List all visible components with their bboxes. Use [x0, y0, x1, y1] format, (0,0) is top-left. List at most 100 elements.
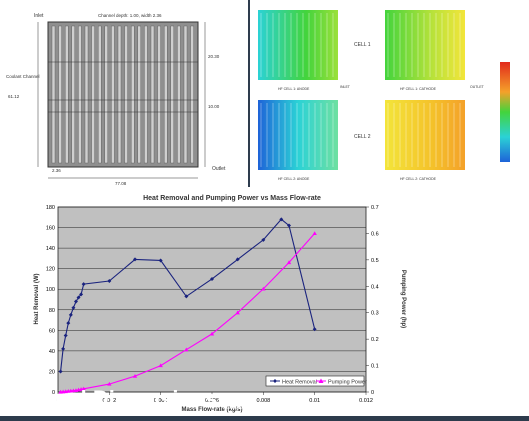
y-right-tick-label: 0.7: [371, 205, 379, 211]
coolant-channel-label: Coolant Channel: [6, 74, 40, 79]
legend: Heat Removal Pumping Power: [265, 375, 367, 387]
heat-removal-point: [71, 305, 76, 310]
coolant-channel-slot: [117, 25, 122, 164]
caption-cell2-anode: HF CELL 2: ANODE: [278, 177, 310, 181]
coolant-channel-slot: [64, 25, 69, 164]
y-left-tick-label: 60: [49, 328, 55, 334]
heat-removal-point: [158, 258, 163, 263]
coolant-channel-slot: [84, 25, 89, 164]
coolant-channel-slot: [150, 25, 155, 164]
y-right-tick-label: 0.1: [371, 364, 379, 370]
legend-triangle-icon: [318, 378, 324, 383]
x-axis-label: Mass Flow-rate (kg/s): [181, 407, 242, 413]
heat-removal-point: [107, 279, 112, 283]
pumping-power-point: [184, 347, 189, 352]
heat-removal-point: [133, 257, 137, 262]
coolant-channel-slot: [183, 25, 188, 164]
coolant-channel-slot: [97, 25, 102, 164]
bottom-title: Channel Dimensions ____________ PEM Fuel…: [0, 386, 523, 411]
contour-cell1-cathode: [385, 10, 465, 80]
inlet-label: Inlet: [34, 13, 44, 19]
contour-cell1-anode: [258, 10, 338, 80]
caption-cell1-cathode: HF CELL 1: CATHODE: [400, 87, 437, 91]
legend-heat-removal: Heat Removal: [282, 380, 317, 386]
heat-removal-point: [61, 346, 66, 351]
y-right-tick-label: 0.6: [371, 231, 379, 237]
cell1-label: CELL 1: [354, 42, 371, 48]
pumping-power-point: [132, 373, 138, 378]
y-right-tick-label: 0.5: [371, 258, 379, 264]
heat-removal-point: [287, 223, 291, 228]
outlet-short-label: OUTLET: [470, 85, 485, 89]
x-tick-label: 0.01: [309, 398, 320, 404]
coolant-channel-slot: [78, 25, 82, 164]
color-scale-bar: [500, 62, 510, 162]
channel-depth-label: Channel depth: 1.00, width 2.36: [98, 13, 162, 18]
chart-panel: Heat Removal and Pumping Power vs Mass F…: [0, 187, 529, 416]
heat-removal-point: [76, 295, 81, 300]
coolant-channel-slot: [177, 25, 181, 164]
coolant-channel-slot: [137, 25, 142, 164]
y-axis-right-label: Pumping Power (hp): [400, 270, 406, 328]
y-left-tick-label: 0: [52, 390, 55, 396]
x-tick-label: 0.012: [359, 398, 373, 404]
y-right-tick-label: 0: [371, 390, 374, 396]
coolant-channel-slot: [111, 25, 115, 164]
dim-upper: 20.30: [208, 54, 220, 59]
coolant-channel-slot: [58, 25, 62, 164]
x-tick-label: 0: [56, 398, 59, 404]
coolant-channel-slot: [91, 25, 95, 164]
heat-removal-point: [66, 321, 71, 326]
pumping-power-point: [107, 381, 112, 386]
dim-width-small: 2.36: [52, 168, 61, 173]
dim-mid: 10.00: [208, 104, 220, 109]
coolant-channel-slot: [163, 25, 168, 164]
cell2-label: CELL 2: [354, 134, 371, 140]
heat-removal-point: [63, 333, 68, 338]
y-left-tick-label: 80: [49, 308, 55, 314]
y-right-tick-label: 0.4: [371, 284, 379, 290]
y-left-tick-label: 100: [46, 287, 55, 293]
contour-cell2-cathode: [385, 100, 465, 170]
coolant-channel-slot: [170, 25, 175, 164]
coolant-channel-slot: [190, 25, 194, 164]
dim-height: 61.12: [8, 94, 20, 99]
heat-removal-point: [210, 276, 214, 281]
heat-removal-point: [279, 217, 284, 222]
temperature-contour-panel: CELL 1 CELL 2 HF CELL 1: ANODE HF CELL 1…: [250, 0, 529, 187]
coolant-channel-slot: [71, 25, 76, 164]
y-right-tick-label: 0.3: [371, 311, 379, 317]
pumping-power-point: [209, 331, 215, 336]
y-left-tick-label: 20: [49, 369, 55, 375]
dim-width: 77.08: [115, 181, 127, 186]
coolant-channel-slot: [51, 25, 56, 164]
pumping-power-point: [261, 286, 266, 291]
pumping-power-point: [158, 363, 163, 368]
y-axis-left-label: Heat Removal (W): [34, 273, 40, 324]
legend-diamond-icon: [273, 379, 277, 383]
y-left-tick-label: 40: [49, 349, 55, 355]
legend-pumping-power: Pumping Power: [328, 380, 367, 386]
coolant-channel-slot: [124, 25, 128, 164]
inlet-short-label: INLET: [340, 85, 351, 89]
coolant-channel-slot: [104, 25, 109, 164]
channel-dimensions-diagram: Inlet Channel depth: 1.00, width 2.36 Co…: [0, 0, 248, 187]
y-left-tick-label: 160: [46, 226, 55, 232]
x-tick-label: 0.006: [205, 398, 219, 404]
heat-removal-point: [184, 294, 189, 299]
caption-cell2-cathode: HF CELL 2: CATHODE: [400, 177, 437, 181]
y-left-tick-label: 120: [46, 267, 55, 273]
heat-removal-point: [73, 299, 78, 304]
contour-cell2-anode: [258, 100, 338, 170]
pumping-power-point: [81, 386, 86, 391]
heat-removal-point: [312, 327, 317, 332]
coolant-channel-slot: [144, 25, 148, 164]
caption-cell1-anode: HF CELL 1: ANODE: [278, 87, 310, 91]
x-tick-label: 0.002: [102, 398, 116, 404]
heat-removal-point: [81, 282, 86, 287]
x-tick-label: 0.004: [154, 398, 168, 404]
heat-removal-point: [261, 237, 266, 242]
heat-removal-chart: Heat Removal and Pumping Power vs Mass F…: [0, 187, 529, 416]
coolant-channel-slot: [130, 25, 135, 164]
heat-removal-point: [235, 257, 240, 262]
